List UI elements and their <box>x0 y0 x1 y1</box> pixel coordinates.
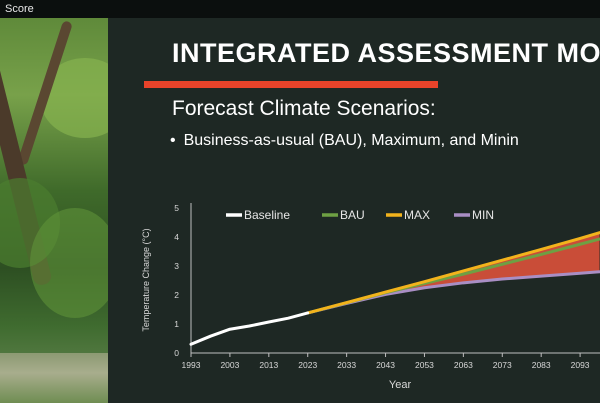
x-tick-label: 1993 <box>182 360 201 370</box>
x-tick-label: 2023 <box>298 360 317 370</box>
x-tick-label: 2013 <box>259 360 278 370</box>
temperature-chart: 0 1 2 3 4 5 1993 2003 2013 2023 2033 2043 2053 2063 20… <box>141 203 600 391</box>
series-line-max <box>306 231 600 315</box>
legend-label-baseline: Baseline <box>244 208 290 222</box>
x-tick-label: 2073 <box>493 360 512 370</box>
y-axis-label: Temperature Change (°C) <box>141 228 151 331</box>
series-line-baseline <box>189 311 310 346</box>
forest-photo <box>0 18 108 403</box>
x-tick-label: 2053 <box>415 360 434 370</box>
y-tick-label: 1 <box>174 319 179 329</box>
slide-title: INTEGRATED ASSESSMENT MOD <box>172 38 600 68</box>
scenario-range-area <box>307 232 600 313</box>
x-axis-label: Year <box>389 379 412 391</box>
window-title-bar: Score <box>0 0 600 18</box>
y-tick-label: 0 <box>174 348 179 358</box>
y-tick-label: 4 <box>174 232 179 242</box>
y-tick-label: 5 <box>174 203 179 213</box>
x-tick-label: 2043 <box>376 360 395 370</box>
window-title: Score <box>5 3 34 15</box>
bullet-text: Business-as-usual (BAU), Maximum, and Mi… <box>183 132 519 149</box>
legend-label-min: MIN <box>472 208 494 222</box>
y-tick-label: 3 <box>174 261 179 271</box>
x-tick-label: 2003 <box>220 360 239 370</box>
title-accent-bar <box>144 81 438 88</box>
y-tick-label: 2 <box>174 290 179 300</box>
presentation-slide: INTEGRATED ASSESSMENT MOD Forecast Clima… <box>108 18 600 403</box>
legend-label-max: MAX <box>404 208 430 222</box>
legend-label-bau: BAU <box>340 208 365 222</box>
bullet-dot-icon: • <box>170 132 176 149</box>
x-tick-label: 2093 <box>571 360 590 370</box>
x-tick-label: 2063 <box>454 360 473 370</box>
x-tick-label: 2033 <box>337 360 356 370</box>
x-tick-label: 2083 <box>532 360 551 370</box>
bullet-item: • Business-as-usual (BAU), Maximum, and M… <box>170 132 519 150</box>
slide-subtitle: Forecast Climate Scenarios: <box>172 97 436 120</box>
